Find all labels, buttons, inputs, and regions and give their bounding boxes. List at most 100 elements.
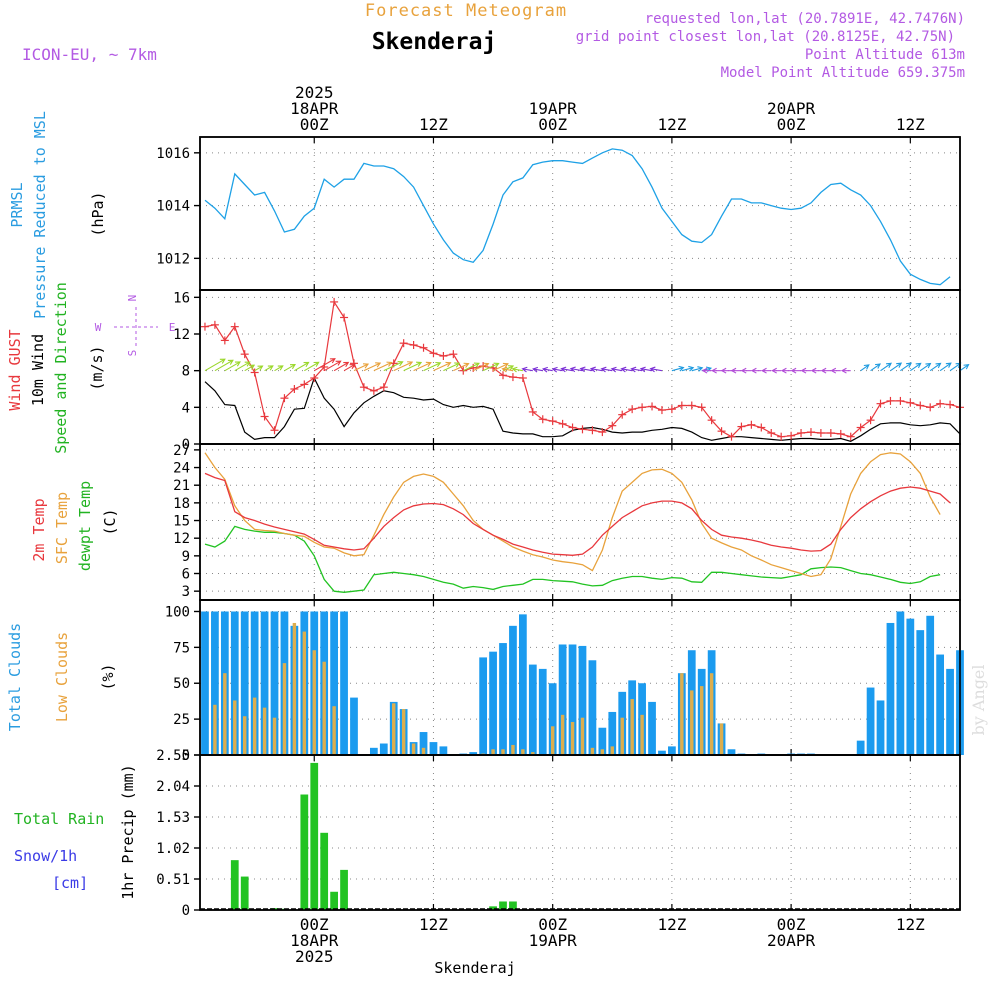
- wind-direction-arrow: [691, 367, 703, 372]
- watermark: by Angel: [969, 664, 988, 735]
- total-cloud-bar: [499, 643, 507, 755]
- requested-coords: requested lon,lat (20.7891E, 42.7476N): [645, 11, 965, 27]
- wind-direction-arrow: [502, 365, 514, 372]
- total-cloud-bar: [598, 727, 607, 755]
- wind-direction-arrowhead: [313, 361, 320, 367]
- panel-frame-top: [199, 754, 961, 911]
- wind-direction-arrow: [870, 363, 881, 372]
- total-cloud-bar: [926, 615, 935, 755]
- wind-direction-arrow: [621, 368, 633, 372]
- low-cloud-bar: [411, 743, 416, 755]
- y-tick-label: 12: [173, 531, 190, 547]
- rain-bar: [509, 901, 517, 910]
- low-cloud-bar: [610, 746, 614, 755]
- rain-bar: [240, 876, 249, 910]
- rain-bar: [230, 860, 239, 910]
- temp-unit: (C): [101, 508, 119, 535]
- time-label-top: 00Z: [300, 115, 329, 134]
- y-tick-label: 16: [173, 290, 190, 306]
- wind-direction-arrowhead: [416, 361, 423, 367]
- wind-direction-arrowhead: [697, 366, 704, 372]
- wind-direction-arrow: [580, 368, 593, 372]
- wind-direction-arrowhead: [925, 362, 932, 369]
- wind-direction-arrowhead: [502, 362, 509, 369]
- total-cloud-bar: [519, 614, 527, 755]
- wind-direction-arrowhead: [771, 367, 777, 374]
- y-tick-label: 100: [165, 604, 190, 620]
- time-label-bottom: 12Z: [896, 915, 925, 934]
- total-cloud-bar: [509, 625, 517, 755]
- wind-direction-arrow: [880, 362, 892, 372]
- y-tick-label: 9: [182, 549, 190, 565]
- total-cloud-bar: [379, 743, 388, 755]
- wind-direction-arrow: [512, 368, 523, 372]
- low-cloud-bar: [531, 752, 535, 755]
- wind-direction-arrowhead: [906, 362, 913, 368]
- wind-direction-arrow: [423, 362, 441, 372]
- footer-location: Skenderaj: [434, 959, 515, 977]
- snow-unit-label: [cm]: [52, 874, 88, 892]
- low-cloud-bar: [272, 717, 277, 755]
- low-cloud-bar: [709, 673, 714, 755]
- low-cloud-bar: [521, 749, 525, 755]
- wind-direction-arrowhead: [886, 362, 892, 369]
- wind-direction-arrowhead: [219, 358, 226, 364]
- wind-direction-arrowhead: [329, 358, 336, 364]
- low-cloud-bar: [680, 673, 684, 755]
- panel-frame-top: [199, 136, 961, 291]
- wind-direction-arrow: [304, 361, 319, 372]
- total-cloud-bar: [489, 651, 497, 755]
- wind-direction-arrowhead: [303, 361, 310, 368]
- wind-direction-arrow: [343, 364, 355, 372]
- wind-direction-arrowhead: [386, 361, 393, 367]
- gust-label: Wind GUST: [6, 329, 24, 410]
- wind-direction-arrowhead: [620, 366, 627, 373]
- wind-direction-arrowhead: [688, 365, 695, 372]
- time-label-top: 00Z: [538, 115, 567, 134]
- wind-direction-arrowhead: [935, 362, 942, 369]
- total-cloud-bar: [330, 611, 338, 755]
- wind-direction-arrow: [333, 362, 349, 372]
- rain-bar: [499, 901, 507, 910]
- time-label-top: 12Z: [896, 115, 925, 134]
- low-cloud-bar: [332, 706, 336, 755]
- low-cloud-bar: [322, 661, 326, 755]
- rain-bar: [340, 869, 348, 910]
- y-tick-label: 21: [173, 478, 190, 494]
- y-tick-label: 2.55: [156, 748, 190, 764]
- wind-direction-arrowhead: [483, 362, 490, 368]
- y-tick-label: 1014: [156, 199, 190, 215]
- wind-direction-arrowhead: [335, 360, 342, 366]
- snow-label: Snow/1h: [14, 847, 77, 865]
- time-label-top: 12Z: [419, 115, 448, 134]
- compass-w: W: [95, 321, 102, 334]
- low-cloud-bar: [630, 699, 634, 755]
- wind-direction-arrow: [949, 362, 961, 372]
- wind-direction-arrow: [353, 363, 369, 372]
- y-tick-label: 12: [173, 327, 190, 343]
- time-label-bottom: 00Z: [538, 915, 567, 934]
- wind-direction-arrow: [929, 362, 941, 372]
- plot-layer: 1012101410160481216369121518212427025507…: [6, 83, 970, 966]
- low-cloud-bar: [292, 622, 297, 755]
- total-cloud-bar: [876, 700, 885, 755]
- wind-direction-arrow: [274, 365, 284, 372]
- wind-direction-arrowhead: [234, 361, 241, 367]
- panel-precip: 0 0.51 1.02 1.53 2.04 2.55: [156, 748, 961, 919]
- wind-direction-arrow: [393, 361, 413, 372]
- wind-direction-arrow: [570, 368, 583, 372]
- wind-direction-arrowhead: [810, 367, 817, 374]
- total-cloud-bar: [558, 644, 567, 755]
- chart-title: Forecast Meteogram: [365, 1, 567, 21]
- low-cloud-bar: [312, 650, 316, 755]
- wind-direction-arrow: [383, 361, 403, 372]
- gridpoint-coords: grid point closest lon,lat (20.8125E, 42…: [576, 29, 955, 45]
- wind-direction-arrow: [403, 362, 422, 372]
- time-label-top: 18APR: [290, 99, 339, 118]
- precip-unit: 1hr Precip (mm): [119, 764, 137, 899]
- wind-direction-arrowhead: [473, 362, 480, 368]
- y-tick-label: 0.51: [156, 872, 190, 888]
- wind-direction-arrow: [373, 361, 392, 372]
- wind-direction-arrow: [900, 362, 912, 372]
